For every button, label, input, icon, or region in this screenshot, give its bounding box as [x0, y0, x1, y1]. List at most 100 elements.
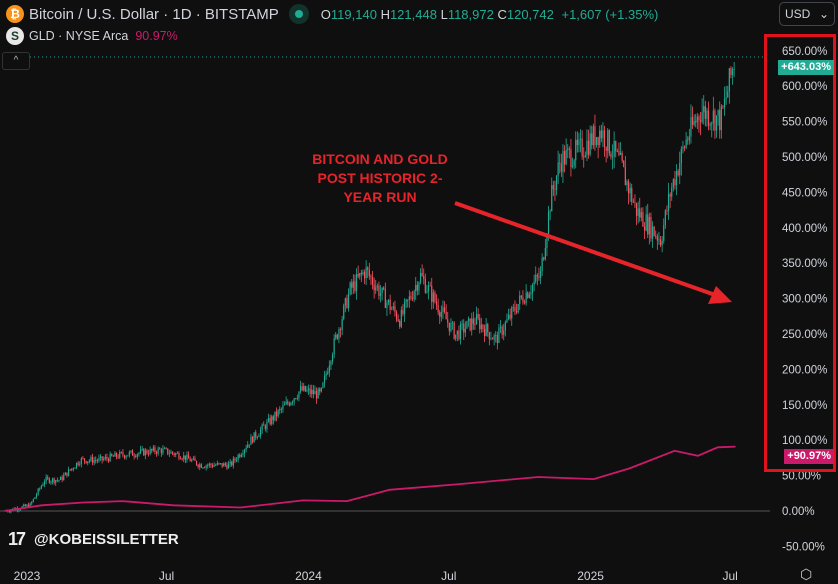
- btc-candle: [384, 289, 386, 308]
- btc-candle: [491, 338, 494, 340]
- btc-candle: [154, 447, 156, 453]
- btc-candle: [91, 457, 94, 463]
- btc-candle: [648, 216, 650, 235]
- btc-candle: [448, 322, 450, 332]
- btc-candle: [298, 391, 300, 398]
- btc-candle: [320, 387, 322, 392]
- y-tick-label: 600.00%: [782, 81, 827, 93]
- btc-candle: [354, 281, 356, 292]
- btc-candle: [695, 121, 697, 123]
- btc-candle: [562, 151, 564, 172]
- btc-candle: [631, 187, 633, 202]
- btc-candle: [370, 275, 372, 278]
- btc-candle: [709, 124, 711, 126]
- btc-candle: [485, 324, 487, 336]
- btc-candle: [677, 170, 679, 176]
- btc-candle: [266, 421, 268, 430]
- btc-candle: [623, 160, 625, 167]
- btc-candle: [53, 478, 55, 483]
- btc-candle: [733, 68, 735, 70]
- btc-candle: [616, 150, 618, 152]
- btc-candle: [357, 274, 359, 277]
- btc-candle: [261, 424, 263, 430]
- btc-candle: [552, 185, 554, 190]
- btc-candle: [541, 257, 543, 272]
- btc-candle: [395, 312, 398, 320]
- btc-candle: [512, 307, 514, 308]
- btc-candle: [365, 267, 367, 279]
- compare-symbol[interactable]: GLD · NYSE Arca: [29, 29, 129, 43]
- btc-candle: [99, 456, 102, 458]
- btc-candle: [435, 301, 438, 305]
- btc-candle: [95, 460, 97, 461]
- y-tick-label: 500.00%: [782, 152, 827, 164]
- btc-candle: [117, 456, 119, 458]
- btc-candle: [584, 155, 586, 157]
- btc-candle: [205, 465, 207, 468]
- currency-select[interactable]: USD ⌄: [779, 2, 835, 26]
- settings-hexagon-icon[interactable]: ⬡: [800, 566, 813, 582]
- chevron-up-icon[interactable]: ^: [2, 52, 30, 70]
- btc-candle: [211, 465, 214, 467]
- gld-last-label: +90.97%: [784, 449, 834, 464]
- btc-candle: [242, 453, 244, 455]
- btc-candle: [351, 282, 353, 288]
- btc-candle: [131, 450, 134, 456]
- btc-candle: [583, 156, 585, 158]
- btc-candle: [231, 461, 233, 466]
- btc-candle: [282, 405, 284, 409]
- btc-candle: [610, 153, 612, 158]
- btc-candle: [288, 403, 290, 406]
- btc-candle: [691, 117, 694, 125]
- btc-candle: [293, 398, 295, 402]
- btc-candle: [383, 287, 385, 290]
- btc-candle: [703, 106, 705, 113]
- chevron-down-icon: ⌄: [818, 7, 829, 21]
- btc-candle: [419, 272, 422, 283]
- symbol-title[interactable]: Bitcoin / U.S. Dollar · 1D · BITSTAMP: [29, 5, 279, 23]
- btc-candle: [495, 335, 497, 336]
- btc-candle: [93, 460, 95, 463]
- btc-candle: [387, 299, 390, 303]
- btc-candle: [376, 285, 378, 288]
- btc-candle: [549, 211, 551, 213]
- btc-candle: [459, 323, 462, 340]
- x-tick-label: 2023: [14, 569, 41, 583]
- btc-candle: [178, 453, 180, 459]
- highlight-box: [764, 34, 836, 472]
- btc-candle: [579, 138, 582, 140]
- btc-candle: [162, 448, 164, 454]
- btc-candle: [363, 272, 366, 279]
- btc-candle: [426, 291, 428, 293]
- btc-candle: [464, 328, 466, 333]
- btc-candle: [530, 292, 532, 295]
- btc-candle: [295, 398, 297, 400]
- btc-candle: [397, 319, 399, 321]
- btc-candle: [445, 311, 447, 320]
- btc-candle: [416, 284, 418, 291]
- btc-candle: [400, 309, 402, 327]
- btc-candle: [432, 292, 434, 303]
- btc-candle: [184, 455, 186, 460]
- y-tick-label: 550.00%: [782, 117, 827, 129]
- btc-candle: [51, 478, 54, 482]
- btc-candle: [461, 323, 463, 325]
- btc-candle: [29, 503, 31, 508]
- btc-candle: [666, 210, 668, 212]
- btc-candle: [405, 299, 407, 303]
- btc-candle: [688, 136, 690, 141]
- btc-candle: [183, 455, 185, 460]
- btc-candle: [674, 179, 676, 186]
- btc-candle: [285, 401, 287, 405]
- btc-candle: [653, 226, 655, 236]
- btc-candle: [679, 163, 681, 176]
- btc-candle: [728, 68, 730, 92]
- btc-candle: [279, 409, 281, 411]
- btc-candle: [591, 133, 593, 146]
- btc-candle: [640, 212, 642, 218]
- btc-candle: [32, 498, 34, 502]
- btc-candle: [560, 163, 562, 172]
- btc-candle: [173, 453, 175, 455]
- btc-candle: [711, 123, 713, 125]
